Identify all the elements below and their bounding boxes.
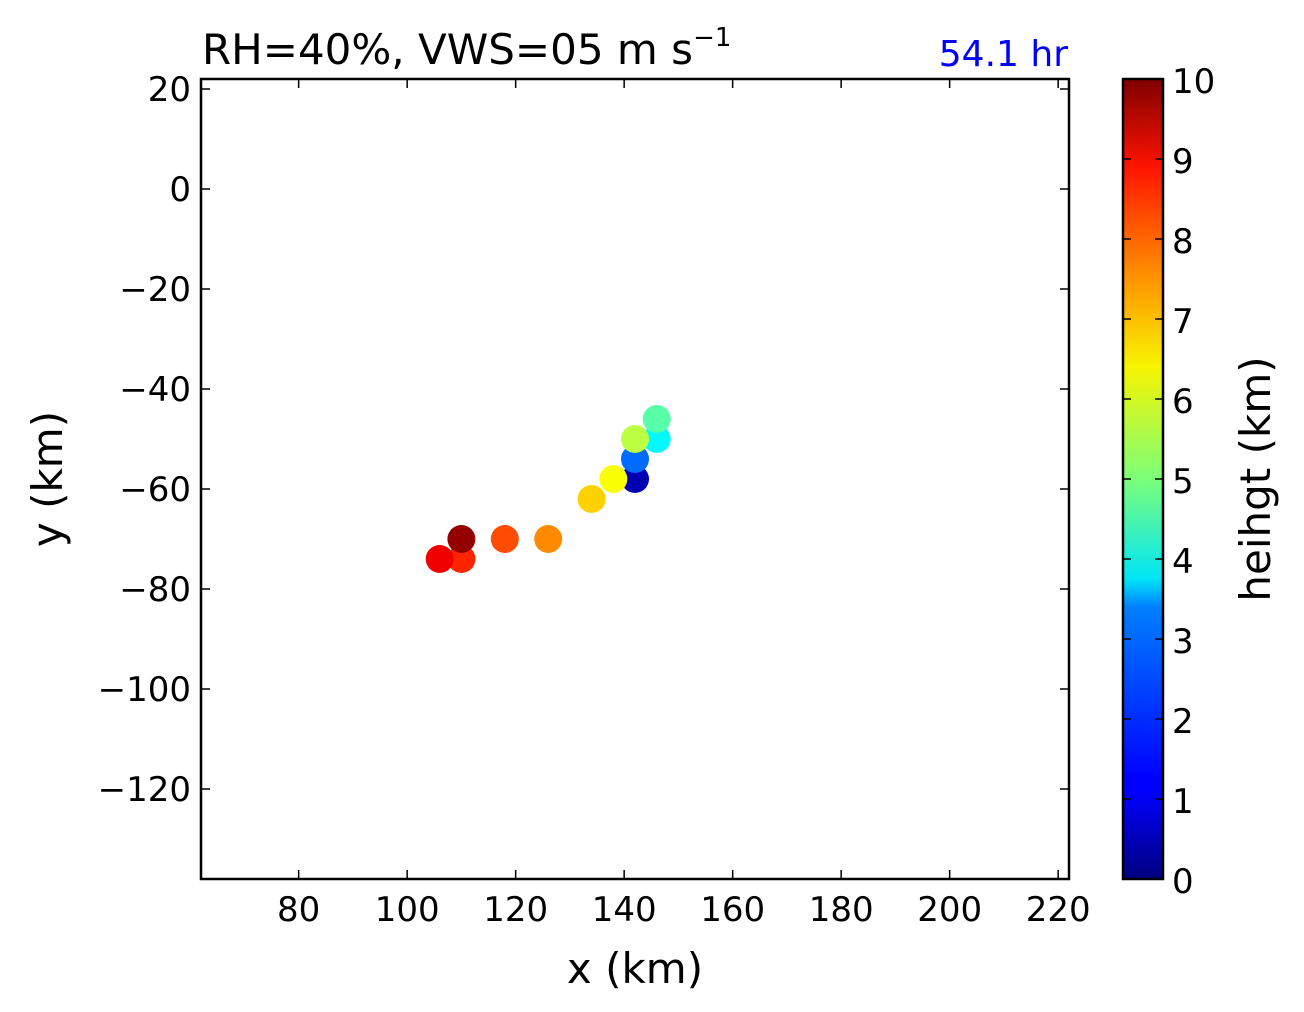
data-point <box>642 425 671 453</box>
data-points <box>425 405 671 573</box>
data-point <box>490 525 519 553</box>
data-point <box>621 445 649 473</box>
y-tick-label: −100 <box>98 670 191 710</box>
y-tick-label: −40 <box>119 370 191 410</box>
y-axis-label: y (km) <box>23 411 72 547</box>
x-tick-label: 140 <box>592 890 657 930</box>
data-point <box>621 425 649 453</box>
colorbar-tick-label: 6 <box>1172 382 1194 422</box>
y-tick-label: −120 <box>98 770 191 810</box>
data-point <box>621 465 649 493</box>
data-point <box>599 465 628 493</box>
x-tick-label: 160 <box>700 890 765 930</box>
x-tick-label: 200 <box>917 890 982 930</box>
colorbar-label: heihgt (km) <box>1231 356 1280 601</box>
x-tick-label: 180 <box>809 890 874 930</box>
y-tick-label: −80 <box>119 570 191 610</box>
colorbar-tick-label: 3 <box>1172 622 1194 662</box>
colorbar-tick-label: 2 <box>1172 702 1194 742</box>
y-tick-label: 20 <box>148 70 191 110</box>
colorbar-tick-label: 5 <box>1172 462 1194 502</box>
colorbar-tick-label: 4 <box>1172 542 1194 582</box>
plot-frame <box>199 77 1071 881</box>
data-point <box>577 485 606 513</box>
axis-ticks: 80 100 120 140 160 180 200 220200−20−40−60−80−1… <box>98 70 1091 930</box>
colorbar-tick-label: 8 <box>1172 222 1194 262</box>
data-point <box>642 405 671 433</box>
data-point <box>447 545 476 573</box>
x-tick-label: 120 <box>483 890 548 930</box>
x-axis-label: x (km) <box>567 944 703 993</box>
data-point <box>425 545 454 573</box>
data-point <box>447 525 476 553</box>
data-point <box>534 525 563 553</box>
y-tick-label: 0 <box>169 170 191 210</box>
colorbar-tick-label: 7 <box>1172 302 1194 342</box>
chart-title: RH=40%, VWS=05 m s−1 <box>202 23 731 74</box>
y-tick-label: −20 <box>119 270 191 310</box>
time-annotation: 54.1 hr <box>939 34 1068 75</box>
x-tick-label: 80 <box>277 890 320 930</box>
x-tick-label: 220 <box>1026 890 1091 930</box>
colorbar-ticks: 0 1 2 3 4 5 6 7 8 9 10 <box>1123 62 1215 902</box>
colorbar-tick-label: 10 <box>1172 62 1215 102</box>
colorbar-tick-label: 1 <box>1172 782 1194 822</box>
title-superscript: −1 <box>693 23 731 53</box>
y-tick-label: −60 <box>119 470 191 510</box>
x-tick-label: 100 <box>375 890 440 930</box>
colorbar-tick-label: 0 <box>1172 862 1194 902</box>
colorbar-tick-label: 9 <box>1172 142 1194 182</box>
